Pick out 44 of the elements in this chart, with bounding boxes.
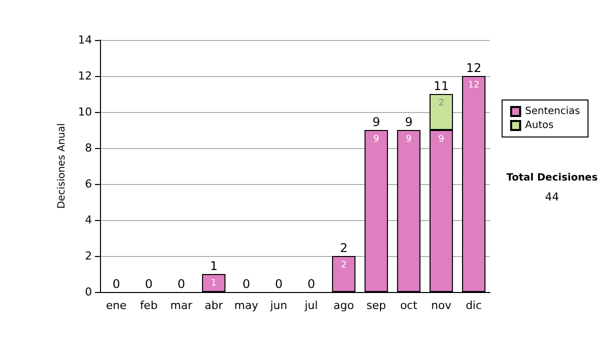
total-label: 9 (404, 115, 413, 129)
x-tick-label: oct (400, 299, 418, 312)
x-tick-label: sep (366, 299, 386, 312)
data-label: 1 (210, 278, 217, 288)
x-tick-label: may (234, 299, 259, 312)
data-label: 9 (373, 134, 380, 144)
total-label: 1 (210, 259, 218, 273)
y-axis-title: Decisiones Anual (56, 123, 68, 209)
y-tick-label: 8 (85, 142, 92, 154)
y-tick-label: 0 (85, 286, 92, 298)
x-tick-label: nov (431, 299, 452, 312)
total-label: 0 (112, 277, 120, 291)
x-tick-label: dic (466, 299, 482, 312)
total-label: 0 (242, 277, 250, 291)
data-label: 2 (340, 260, 347, 270)
data-label: 9 (406, 134, 412, 144)
x-tick-label: ene (106, 299, 127, 312)
x-tick-label: ago (334, 299, 354, 312)
x-tick-label: jul (304, 299, 318, 312)
y-tick-label: 14 (78, 34, 92, 46)
x-tick-label: abr (204, 299, 224, 312)
data-label: 2 (438, 98, 444, 108)
legend-label: Autos (525, 120, 554, 131)
y-tick-label: 10 (78, 106, 92, 118)
y-tick-label: 6 (85, 178, 92, 190)
total-label: 9 (372, 115, 380, 129)
total-label: 11 (434, 79, 449, 93)
legend-label: Sentencias (525, 106, 580, 117)
total-label: 2 (340, 241, 348, 255)
x-tick-label: jun (269, 299, 288, 312)
total-label: 0 (307, 277, 316, 291)
text: 44 (545, 190, 559, 204)
text: Total Decisiones (506, 172, 598, 184)
data-label: 12 (468, 80, 480, 90)
total-label: 0 (274, 277, 283, 291)
total-label: 0 (144, 277, 153, 291)
y-tick-label: 2 (85, 250, 92, 262)
total-label: 12 (466, 61, 482, 75)
x-tick-label: mar (170, 299, 193, 312)
y-tick-label: 12 (78, 70, 92, 82)
data-label: 9 (438, 134, 444, 144)
x-tick-label: feb (140, 299, 158, 312)
total-label: 0 (177, 277, 186, 291)
y-tick-label: 4 (85, 214, 92, 226)
